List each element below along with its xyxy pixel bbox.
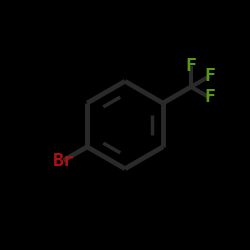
Text: Br: Br (52, 152, 74, 170)
Text: F: F (204, 67, 215, 85)
Text: F: F (204, 88, 215, 106)
Text: F: F (186, 57, 196, 75)
